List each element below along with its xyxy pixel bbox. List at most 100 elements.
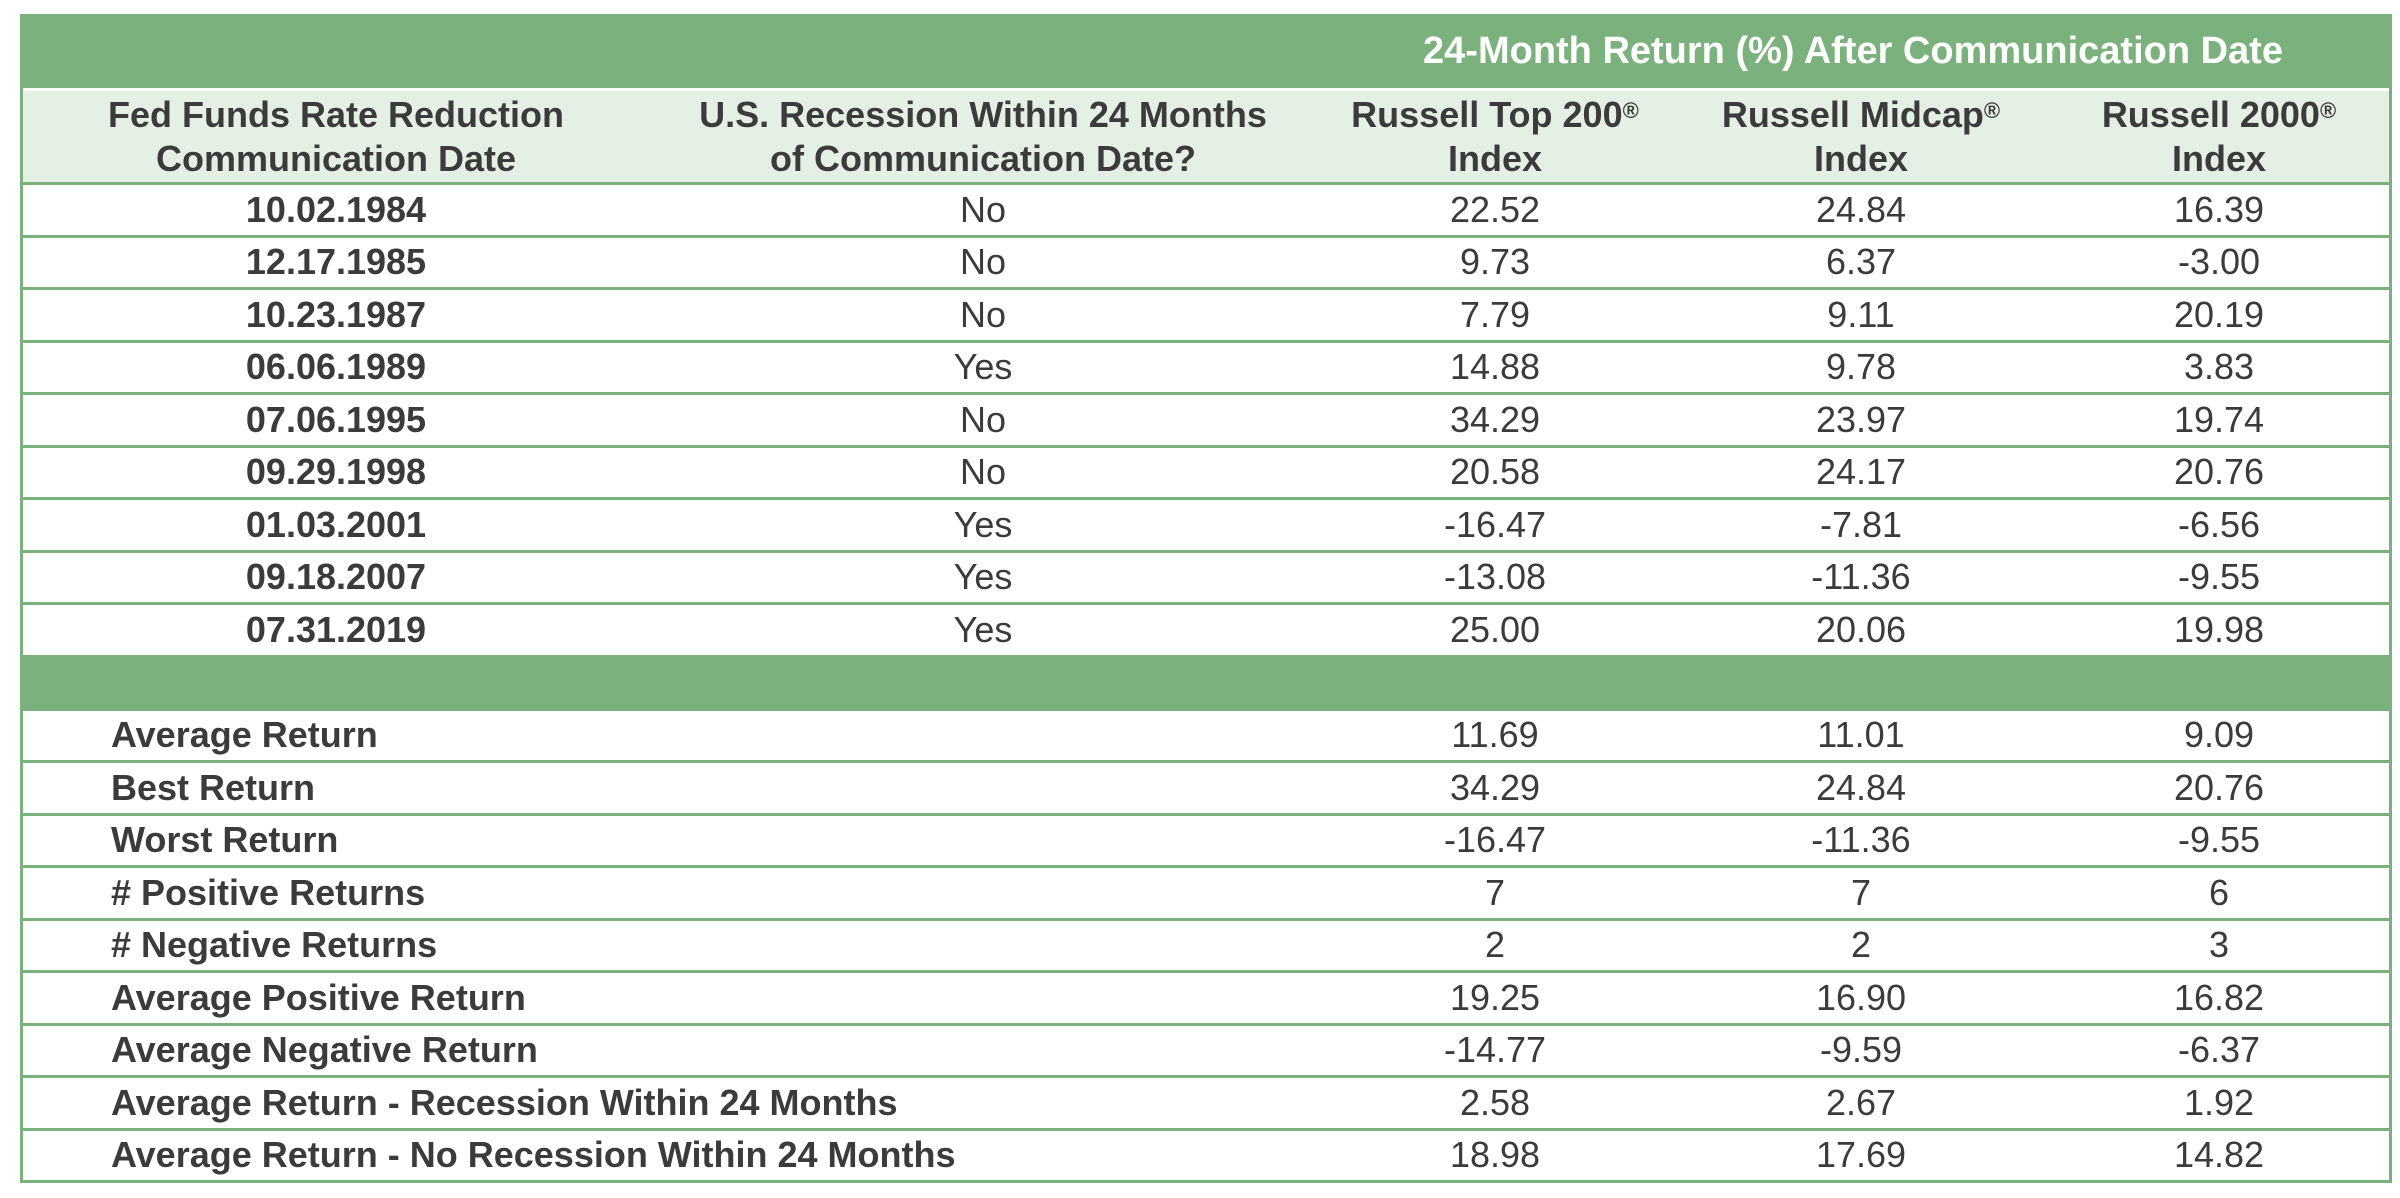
- r2000-cell: 16.82: [2173, 976, 2265, 1018]
- table-row: 07.06.1995 No 34.29 23.97 19.74: [23, 395, 2389, 448]
- midcap-cell: 9.11: [1827, 293, 1895, 335]
- top200-cell: -16.47: [1443, 503, 1547, 545]
- recession-cell: No: [959, 398, 1007, 440]
- header-top200-line2: Index: [1447, 137, 1543, 179]
- date-cell: 10.23.1987: [245, 293, 427, 335]
- recession-cell: Yes: [953, 503, 1013, 545]
- r2000-cell: -6.37: [2177, 1029, 2261, 1071]
- stat-label: Worst Return: [111, 819, 339, 861]
- super-header-spacer: [23, 14, 649, 88]
- stat-row: Average Negative Return -14.77 -9.59 -6.…: [23, 1026, 2389, 1078]
- stat-row: Average Return 11.69 11.01 9.09: [23, 711, 2389, 763]
- header-recession-line2: of Communication Date?: [769, 137, 1196, 179]
- header-top200-line1: Russell Top 200®: [1351, 93, 1639, 137]
- r2000-cell: 9.09: [2183, 714, 2255, 756]
- stat-row: Worst Return -16.47 -11.36 -9.55: [23, 816, 2389, 868]
- recession-cell: No: [959, 241, 1007, 283]
- midcap-cell: 20.06: [1815, 608, 1907, 650]
- stat-row: # Negative Returns 2 2 3: [23, 921, 2389, 973]
- stat-row: Best Return 34.29 24.84 20.76: [23, 763, 2389, 816]
- stat-label: # Negative Returns: [111, 924, 438, 966]
- date-cell: 12.17.1985: [245, 241, 427, 283]
- header-r2000-line1: Russell 2000®: [2102, 93, 2336, 137]
- header-top200-text: Russell Top 200: [1351, 93, 1623, 135]
- stat-label: Average Return - Recession Within 24 Mon…: [111, 1081, 898, 1123]
- midcap-cell: -11.36: [1811, 819, 1911, 861]
- date-cell: 09.18.2007: [245, 556, 427, 598]
- r2000-cell: -9.55: [2177, 819, 2261, 861]
- section-separator: [23, 657, 2389, 711]
- recession-cell: Yes: [953, 346, 1013, 388]
- top200-cell: 20.58: [1449, 451, 1541, 493]
- header-midcap: Russell Midcap® Index: [1673, 91, 2049, 182]
- recession-cell: No: [959, 188, 1007, 230]
- header-midcap-line1: Russell Midcap®: [1722, 93, 2000, 137]
- super-header-row: 24-Month Return (%) After Communication …: [23, 14, 2389, 91]
- midcap-cell: 7: [1850, 871, 1872, 913]
- table-row: 10.02.1984 No 22.52 24.84 16.39: [23, 185, 2389, 238]
- top200-cell: 2.58: [1459, 1081, 1531, 1123]
- midcap-cell: 11.01: [1817, 714, 1905, 756]
- top200-cell: 18.98: [1449, 1134, 1541, 1176]
- top200-cell: -16.47: [1443, 819, 1547, 861]
- stat-label: Average Positive Return: [111, 976, 526, 1018]
- header-recession: U.S. Recession Within 24 Months of Commu…: [649, 91, 1317, 182]
- top200-cell: 34.29: [1449, 766, 1541, 808]
- top200-cell: 25.00: [1449, 608, 1541, 650]
- top200-cell: 7: [1484, 871, 1506, 913]
- header-date-line2: Communication Date: [155, 137, 517, 179]
- r2000-cell: 6: [2208, 871, 2230, 913]
- date-cell: 06.06.1989: [245, 346, 427, 388]
- top200-cell: 34.29: [1449, 398, 1541, 440]
- stat-label: Best Return: [111, 766, 316, 808]
- r2000-cell: 14.82: [2173, 1134, 2265, 1176]
- r2000-cell: -6.56: [2177, 503, 2261, 545]
- date-cell: 07.31.2019: [245, 608, 427, 650]
- recession-cell: Yes: [953, 556, 1013, 598]
- header-date-line1: Fed Funds Rate Reduction: [107, 93, 564, 135]
- top200-cell: -14.77: [1443, 1029, 1547, 1071]
- midcap-cell: 24.17: [1815, 451, 1907, 493]
- header-midcap-line2: Index: [1813, 137, 1909, 179]
- table-row: 09.29.1998 No 20.58 24.17 20.76: [23, 448, 2389, 500]
- header-date: Fed Funds Rate Reduction Communication D…: [23, 91, 649, 182]
- header-r2000: Russell 2000® Index: [2049, 91, 2389, 182]
- midcap-cell: 16.90: [1815, 976, 1907, 1018]
- r2000-cell: 20.19: [2173, 293, 2265, 335]
- returns-table: 24-Month Return (%) After Communication …: [20, 14, 2392, 1183]
- registered-mark: ®: [1622, 97, 1639, 123]
- r2000-cell: 1.92: [2183, 1081, 2255, 1123]
- r2000-cell: 3: [2208, 924, 2230, 966]
- recession-cell: No: [959, 451, 1007, 493]
- midcap-cell: 17.69: [1815, 1134, 1907, 1176]
- stat-label: Average Return - No Recession Within 24 …: [111, 1134, 956, 1176]
- super-header-spacer: [649, 14, 1317, 88]
- top200-cell: 19.25: [1449, 976, 1541, 1018]
- header-midcap-text: Russell Midcap: [1721, 93, 1984, 135]
- midcap-cell: -9.59: [1819, 1029, 1903, 1071]
- midcap-cell: 24.84: [1815, 766, 1907, 808]
- midcap-cell: 6.37: [1825, 241, 1897, 283]
- r2000-cell: -3.00: [2177, 241, 2261, 283]
- top200-cell: 7.79: [1459, 293, 1531, 335]
- date-cell: 10.02.1984: [245, 188, 427, 230]
- column-header-row: Fed Funds Rate Reduction Communication D…: [23, 91, 2389, 185]
- date-cell: 09.29.1998: [245, 451, 427, 493]
- stat-row: Average Positive Return 19.25 16.90 16.8…: [23, 973, 2389, 1026]
- r2000-cell: 20.76: [2173, 766, 2265, 808]
- stat-label: # Positive Returns: [111, 871, 426, 913]
- stat-label: Average Negative Return: [111, 1029, 538, 1071]
- midcap-cell: -11.36: [1811, 556, 1911, 598]
- date-cell: 07.06.1995: [245, 398, 427, 440]
- top200-cell: -13.08: [1443, 556, 1547, 598]
- registered-mark: ®: [1983, 97, 2001, 123]
- top200-cell: 22.52: [1449, 188, 1541, 230]
- table-row: 10.23.1987 No 7.79 9.11 20.19: [23, 290, 2389, 343]
- header-r2000-line2: Index: [2171, 137, 2267, 179]
- stat-label: Average Return: [111, 714, 378, 756]
- midcap-cell: 2: [1850, 924, 1872, 966]
- header-top200: Russell Top 200® Index: [1317, 91, 1673, 182]
- r2000-cell: 3.83: [2183, 346, 2255, 388]
- r2000-cell: 16.39: [2173, 188, 2265, 230]
- table-row: 12.17.1985 No 9.73 6.37 -3.00: [23, 238, 2389, 290]
